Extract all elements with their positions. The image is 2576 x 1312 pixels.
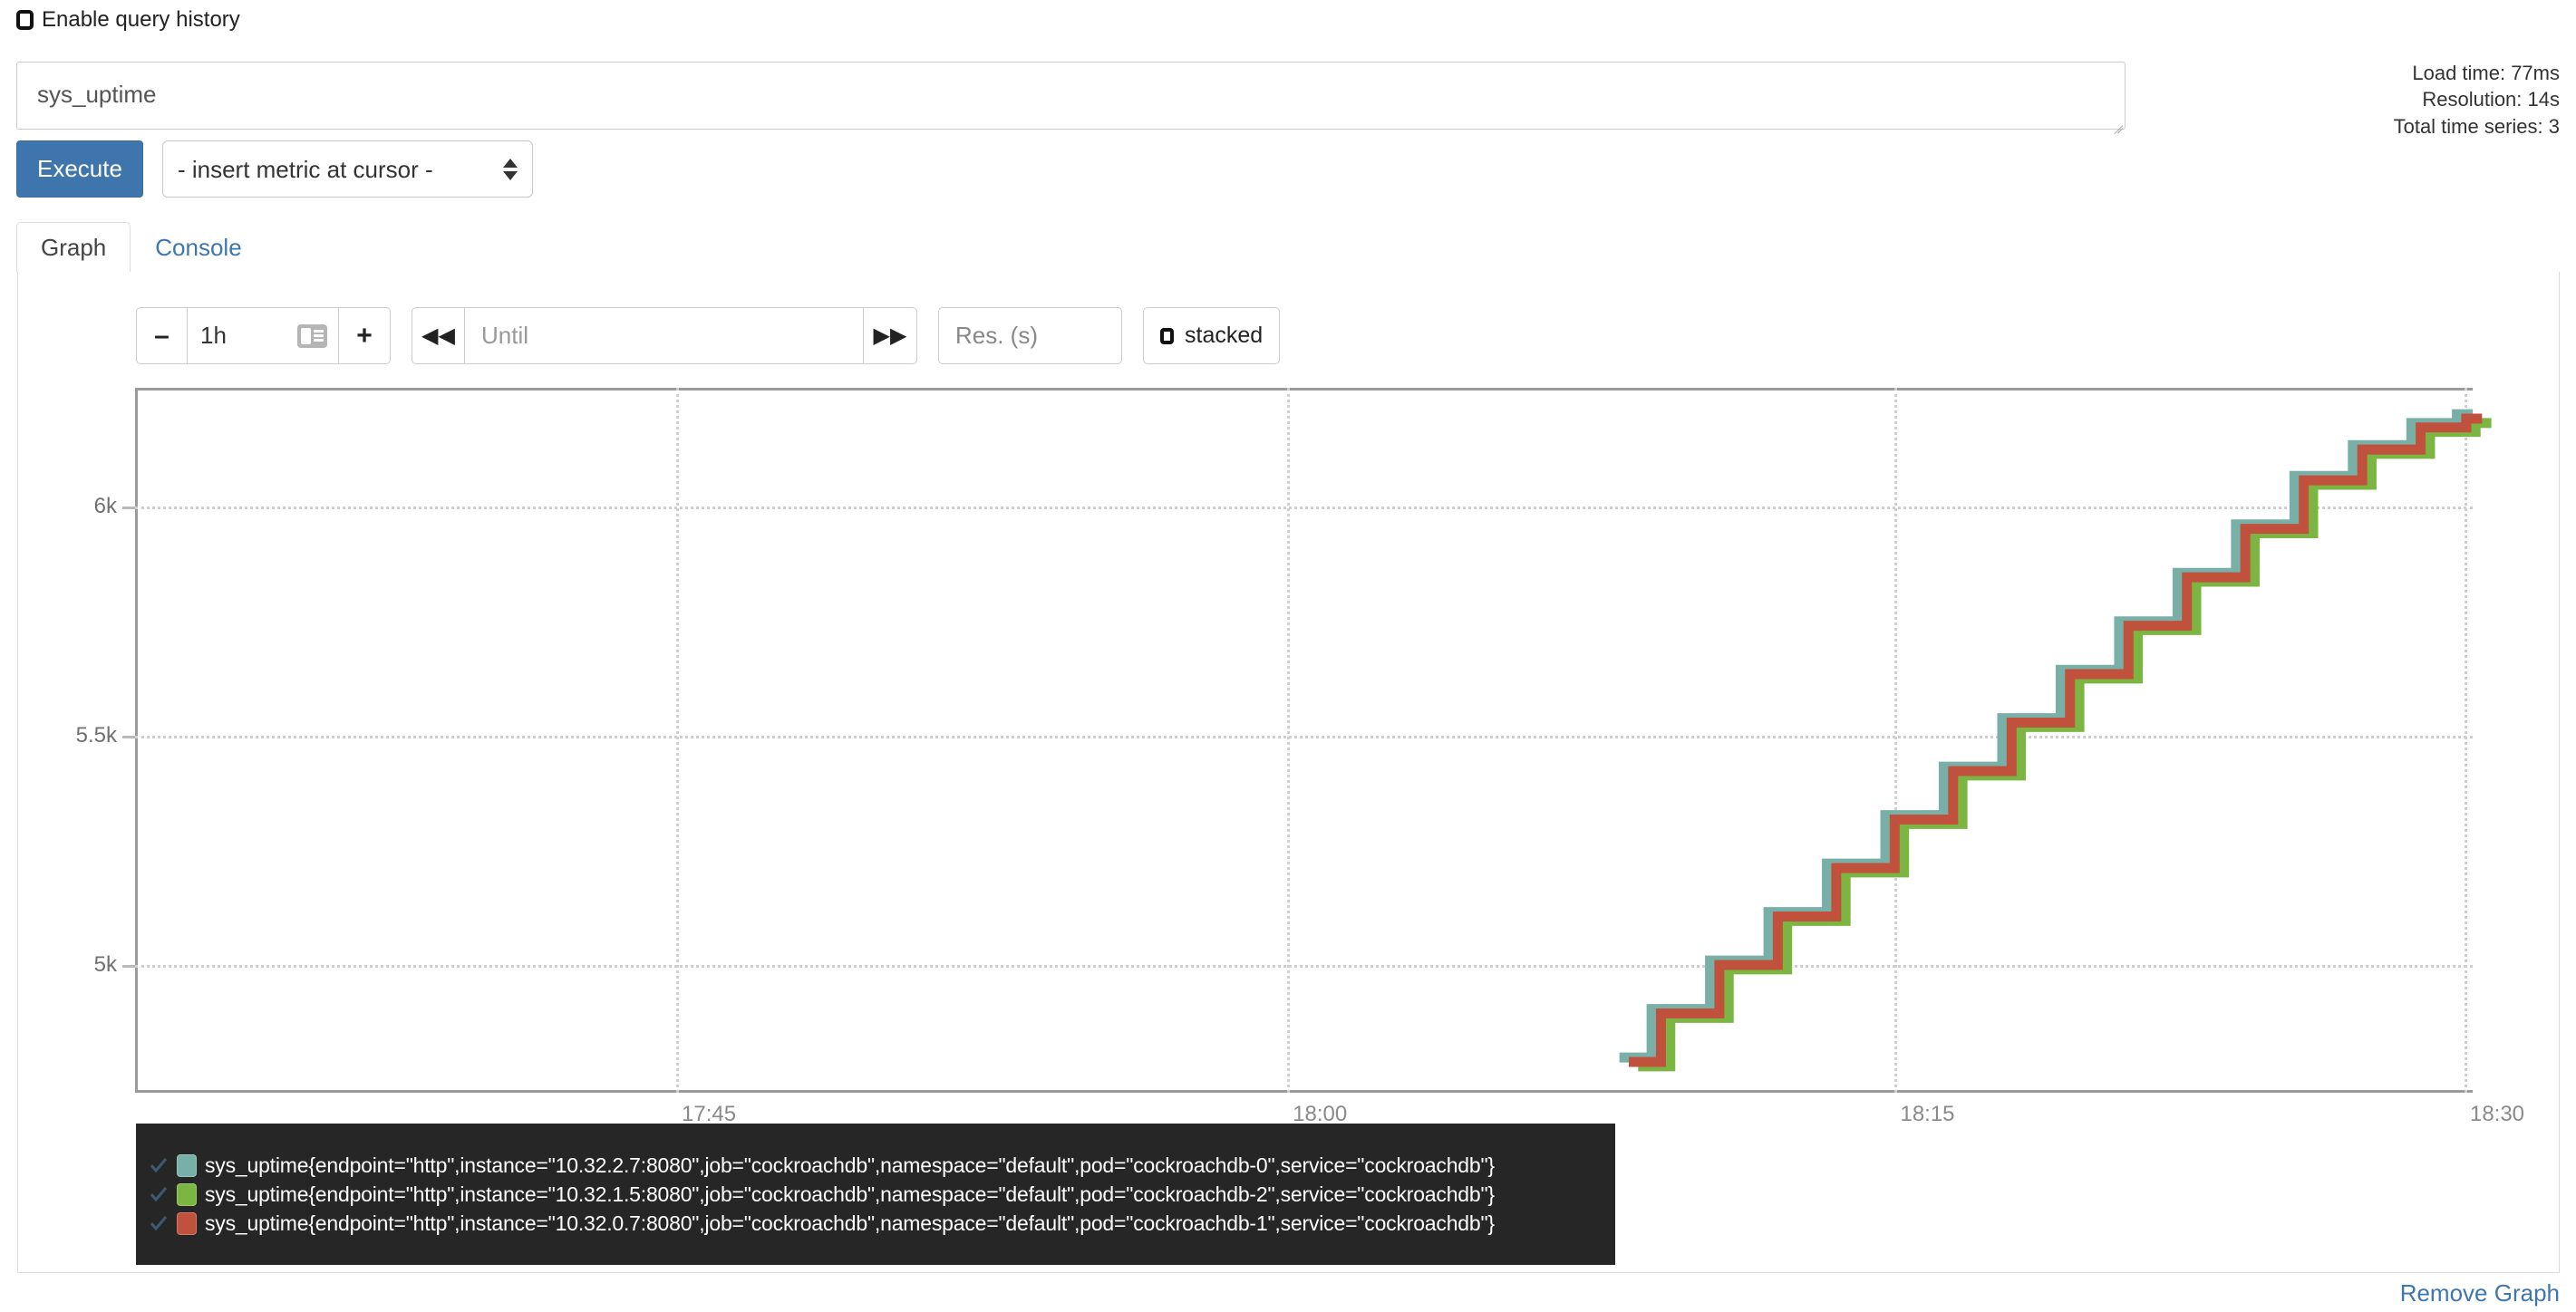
range-control-group: – 1h +	[136, 307, 391, 364]
gridline-vertical	[676, 388, 680, 1093]
load-time-text: Load time: 77ms	[2412, 62, 2560, 84]
y-tick-mark	[122, 965, 135, 969]
stacked-label: stacked	[1185, 323, 1264, 348]
tab-console[interactable]: Console	[155, 234, 242, 261]
total-series-text: Total time series: 3	[2393, 114, 2560, 138]
gridline-vertical	[1287, 388, 1291, 1093]
gridline-vertical	[2464, 388, 2467, 1093]
legend-color-swatch	[177, 1153, 197, 1177]
step-forward-icon[interactable]: ▶▶	[864, 307, 917, 364]
gridline-horizontal	[135, 736, 2473, 739]
expression-input-wrapper: sys_uptime	[16, 62, 2126, 135]
insert-metric-select[interactable]: - insert metric at cursor -	[161, 140, 533, 198]
y-tick-mark	[122, 736, 135, 739]
query-history-checkbox-icon[interactable]	[16, 10, 34, 30]
graph-chart[interactable]: 5k 5.5k 6k 17:45 18:00 18:15 18:30	[76, 388, 2524, 1126]
series-line	[1629, 419, 2482, 1062]
legend-item[interactable]: sys_uptime{endpoint="http",instance="10.…	[149, 1182, 1603, 1207]
gridline-horizontal	[135, 965, 2473, 969]
stacked-toggle[interactable]: stacked	[1143, 307, 1281, 364]
query-history-toggle[interactable]: Enable query history	[16, 9, 240, 31]
decrease-range-button[interactable]: –	[136, 307, 188, 364]
y-tick-label: 5k	[93, 952, 117, 978]
x-tick-label: 18:30	[2469, 1102, 2525, 1126]
legend-item[interactable]: sys_uptime{endpoint="http",instance="10.…	[149, 1211, 1603, 1236]
series-lines	[135, 388, 2473, 1093]
graph-legend: sys_uptime{endpoint="http",instance="10.…	[136, 1124, 1615, 1265]
resolution-text: Resolution: 14s	[2422, 88, 2560, 111]
legend-checkmark-icon[interactable]	[149, 1184, 169, 1204]
x-axis-line	[135, 1090, 2473, 1093]
resolution-placeholder-text: Res. (s)	[955, 322, 1038, 349]
series-line	[1620, 414, 2473, 1057]
execute-button[interactable]: Execute	[16, 140, 143, 198]
legend-checkmark-icon[interactable]	[149, 1155, 169, 1175]
query-history-label: Enable query history	[42, 7, 240, 32]
series-line	[1638, 423, 2491, 1066]
legend-series-label: sys_uptime{endpoint="http",instance="10.…	[205, 1182, 1495, 1206]
step-backward-icon[interactable]: ◀◀	[412, 307, 465, 364]
range-value: 1h	[200, 322, 227, 349]
y-tick-label: 5.5k	[75, 723, 117, 748]
query-stats: Load time: 77ms Resolution: 14s Total ti…	[2394, 60, 2560, 140]
gridline-horizontal	[135, 506, 2473, 509]
until-placeholder-text: Until	[481, 322, 529, 349]
stacked-checkbox-icon[interactable]	[1160, 327, 1174, 344]
y-tick-label: 6k	[93, 493, 117, 518]
x-tick-label: 18:15	[1900, 1102, 1955, 1126]
plot-frame	[135, 388, 2473, 1093]
legend-color-swatch	[177, 1211, 197, 1235]
gridline-vertical	[1894, 388, 1898, 1093]
legend-series-label: sys_uptime{endpoint="http",instance="10.…	[205, 1211, 1495, 1235]
until-input[interactable]: Until	[465, 307, 864, 364]
remove-graph-link[interactable]: Remove Graph	[2399, 1279, 2560, 1307]
y-tick-mark	[122, 506, 135, 509]
legend-item[interactable]: sys_uptime{endpoint="http",instance="10.…	[149, 1153, 1603, 1178]
view-tabs: Graph Console	[16, 220, 2560, 273]
calendar-range-icon[interactable]	[297, 323, 327, 348]
legend-series-label: sys_uptime{endpoint="http",instance="10.…	[205, 1153, 1495, 1177]
legend-color-swatch	[177, 1182, 197, 1206]
time-navigation-group: ◀◀ Until ▶▶	[412, 307, 917, 364]
range-input[interactable]: 1h	[188, 307, 339, 364]
metric-select-wrapper: - insert metric at cursor -	[161, 140, 533, 198]
resolution-input[interactable]: Res. (s)	[938, 307, 1122, 364]
legend-checkmark-icon[interactable]	[149, 1213, 169, 1233]
increase-range-button[interactable]: +	[339, 307, 391, 364]
graph-controls-toolbar: – 1h + ◀◀ Until ▶▶ Res. (s) stacked	[136, 307, 1281, 364]
x-tick-label: 18:00	[1293, 1102, 1348, 1126]
expression-input[interactable]: sys_uptime	[16, 62, 2126, 130]
tab-graph[interactable]: Graph	[16, 222, 131, 273]
execute-row: Execute - insert metric at cursor -	[16, 140, 533, 198]
x-tick-label: 17:45	[682, 1102, 737, 1126]
